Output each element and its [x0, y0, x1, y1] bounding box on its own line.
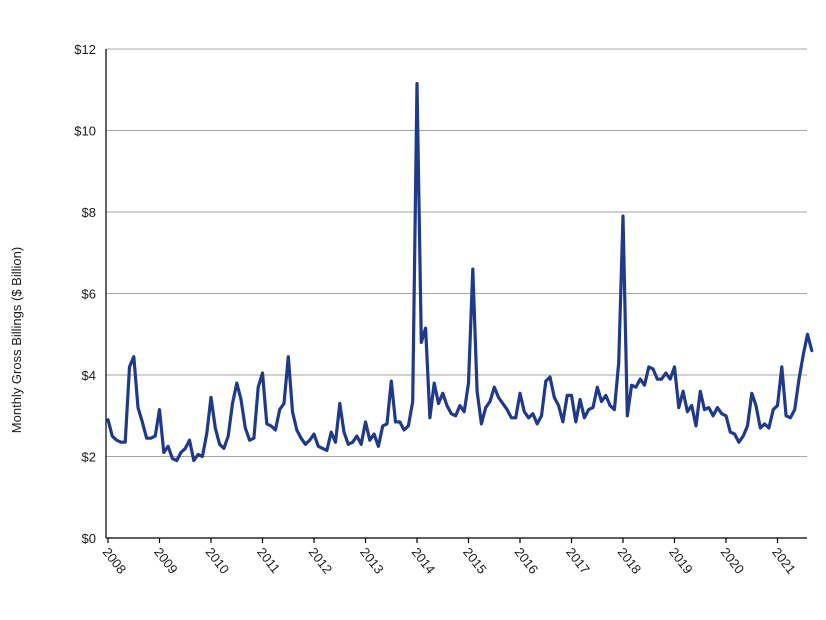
y-tick-label: $12 — [74, 42, 96, 57]
y-tick-label: $10 — [74, 124, 96, 139]
series-line — [106, 81, 814, 463]
y-axis-ticks: $0 $2 $4 $6 $8 $10 $12 — [74, 42, 96, 546]
y-tick-label: $4 — [82, 368, 96, 383]
axes — [105, 49, 807, 539]
x-tick-label: 2020 — [718, 545, 748, 577]
x-tick-label: 2015 — [460, 545, 490, 577]
x-tick-label: 2010 — [203, 545, 233, 577]
gridlines — [106, 48, 807, 457]
x-tick-label: 2016 — [512, 545, 542, 577]
y-tick-label: $2 — [82, 450, 96, 465]
x-tick-label: 2017 — [563, 545, 593, 577]
y-tick-label: $6 — [82, 287, 96, 302]
series-layer — [106, 81, 814, 463]
x-tick-label: 2014 — [409, 545, 439, 577]
x-tick-label: 2013 — [357, 545, 387, 577]
x-tick-label: 2021 — [769, 545, 799, 577]
x-tick-label: 2008 — [100, 545, 130, 577]
y-axis-label: Monthly Gross Billings ($ Billion) — [9, 247, 24, 433]
x-tick-label: 2018 — [615, 545, 645, 577]
x-tick-label: 2012 — [306, 545, 336, 577]
x-tick-label: 2009 — [151, 545, 181, 577]
y-tick-label: $8 — [82, 205, 96, 220]
x-axis-ticks: 2008 2009 2010 2011 2012 2013 2014 2015 2016 2017… — [100, 538, 799, 577]
x-tick-label: 2019 — [666, 545, 696, 577]
x-tick-label: 2011 — [254, 545, 283, 576]
y-tick-label: $0 — [82, 531, 96, 546]
